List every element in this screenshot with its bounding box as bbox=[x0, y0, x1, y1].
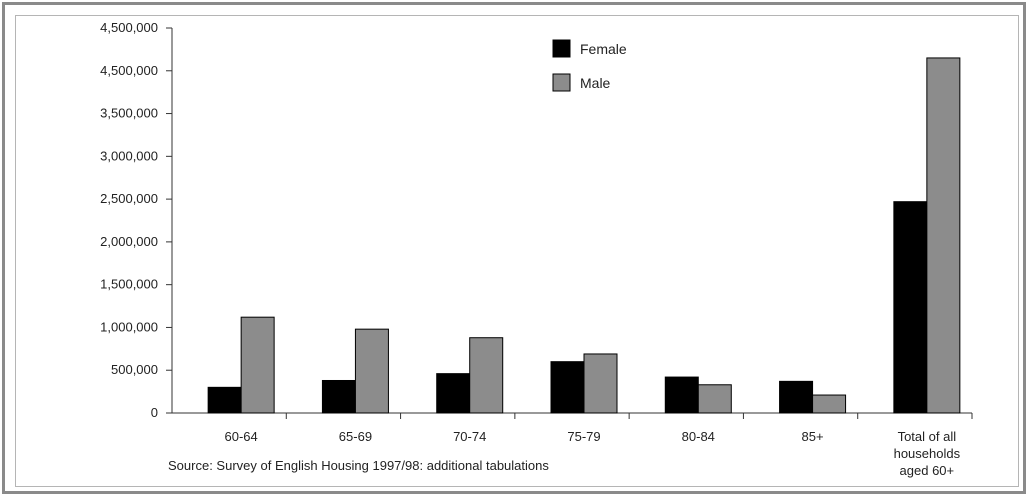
legend-label-female: Female bbox=[580, 41, 627, 57]
y-tick-label: 4,500,000 bbox=[100, 63, 158, 78]
x-tick-label: 70-74 bbox=[453, 429, 486, 444]
bar-female bbox=[321, 379, 356, 414]
legend-label-male: Male bbox=[580, 75, 611, 91]
bar-female bbox=[664, 376, 699, 414]
y-tick-label: 4,500,000 bbox=[100, 20, 158, 35]
x-tick-label: 85+ bbox=[802, 429, 824, 444]
x-tick-label: 65-69 bbox=[339, 429, 372, 444]
bar-male bbox=[469, 337, 504, 414]
y-tick-label: 1,000,000 bbox=[100, 319, 158, 334]
x-tick-label: Total of all households aged 60+ bbox=[894, 429, 961, 478]
y-tick-label: 3,500,000 bbox=[100, 106, 158, 121]
bar-male bbox=[583, 353, 618, 414]
chart-inner-border bbox=[15, 15, 1019, 487]
legend-swatch-female bbox=[552, 39, 571, 58]
bar-male bbox=[926, 57, 961, 414]
y-tick-label: 2,500,000 bbox=[100, 191, 158, 206]
y-tick-label: 3,000,000 bbox=[100, 148, 158, 163]
y-tick-label: 500,000 bbox=[111, 362, 158, 377]
x-tick-label: 60-64 bbox=[225, 429, 258, 444]
bar-female bbox=[207, 386, 242, 414]
bar-female bbox=[893, 201, 928, 414]
legend-swatch-male bbox=[552, 73, 571, 92]
y-tick-label: 2,000,000 bbox=[100, 234, 158, 249]
y-tick-label: 1,500,000 bbox=[100, 277, 158, 292]
x-tick-label: 80-84 bbox=[682, 429, 715, 444]
bar-female bbox=[550, 361, 585, 414]
bar-male bbox=[240, 316, 275, 414]
source-note: Source: Survey of English Housing 1997/9… bbox=[168, 458, 549, 473]
y-tick-label: 0 bbox=[151, 405, 158, 420]
x-tick-label: 75-79 bbox=[567, 429, 600, 444]
bar-male bbox=[812, 394, 847, 414]
bar-male bbox=[354, 328, 389, 414]
bar-female bbox=[436, 373, 471, 414]
bar-male bbox=[697, 384, 732, 414]
chart-frame bbox=[2, 2, 1026, 494]
bar-female bbox=[779, 380, 814, 414]
